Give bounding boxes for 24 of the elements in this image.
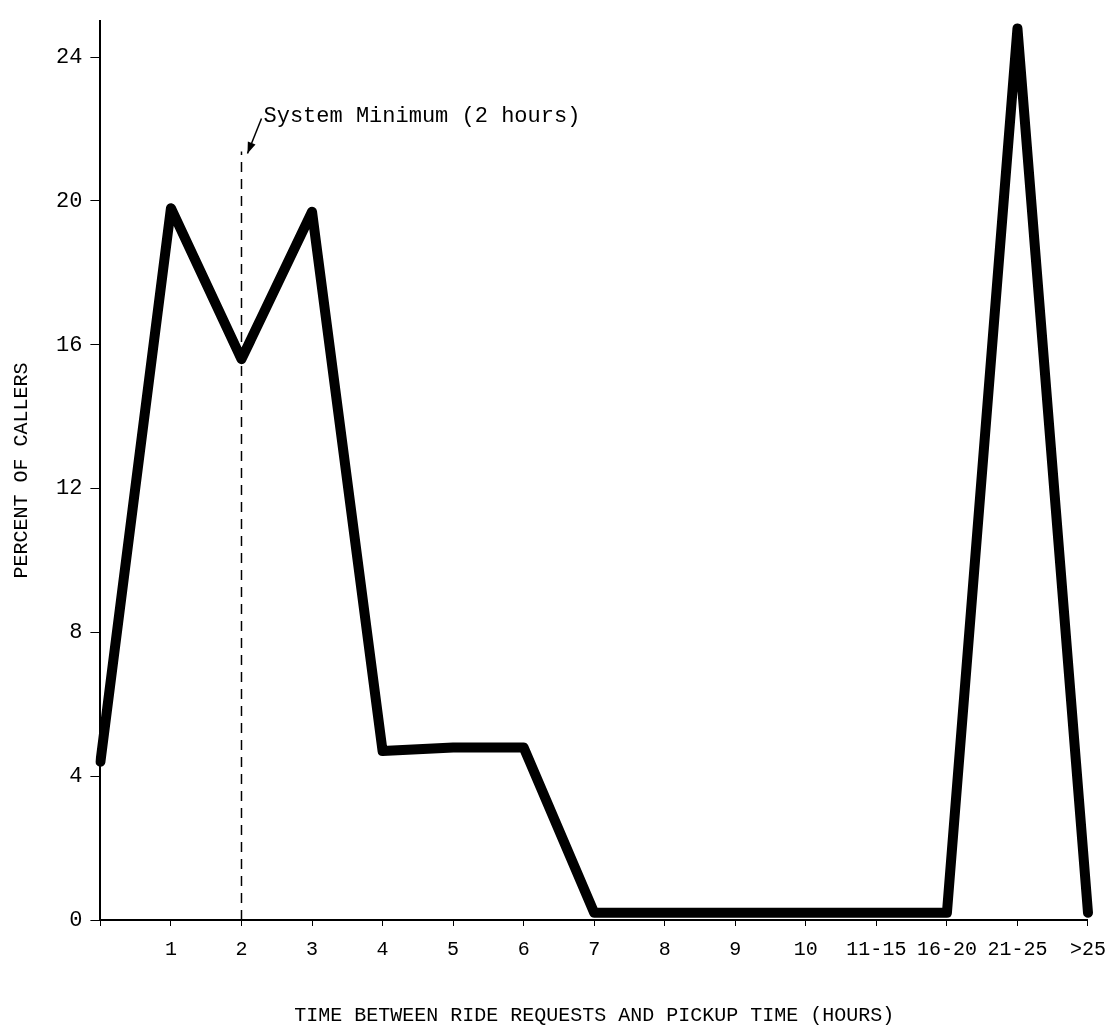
y-tick-label: 24 bbox=[56, 44, 83, 70]
y-tick-label: 4 bbox=[69, 764, 83, 790]
y-axis-title: PERCENT OF CALLERS bbox=[10, 362, 34, 579]
y-tick-label: 12 bbox=[56, 476, 83, 502]
x-tick-label: 7 bbox=[588, 938, 601, 962]
x-tick-label: >25 bbox=[1069, 938, 1106, 962]
x-tick-label: 8 bbox=[658, 938, 671, 962]
y-tick-label: 20 bbox=[56, 188, 83, 214]
ref-line-label: System Minimum (2 hours) bbox=[263, 104, 581, 130]
x-tick-label: 11-15 bbox=[846, 938, 907, 962]
x-axis-title: TIME BETWEEN RIDE REQUESTS AND PICKUP TIME (HOURS) bbox=[294, 1004, 895, 1028]
x-tick-label: 10 bbox=[793, 938, 818, 962]
x-tick-label: 21-25 bbox=[987, 938, 1048, 962]
x-tick-label: 9 bbox=[729, 938, 742, 962]
x-tick-label: 4 bbox=[376, 938, 389, 962]
y-tick-label: 8 bbox=[69, 620, 83, 646]
x-tick-label: 16-20 bbox=[916, 938, 977, 962]
x-tick-label: 3 bbox=[306, 938, 319, 962]
x-tick-label: 5 bbox=[447, 938, 460, 962]
x-tick-label: 6 bbox=[517, 938, 530, 962]
x-tick-label: 1 bbox=[164, 938, 177, 962]
y-tick-label: 0 bbox=[69, 907, 83, 933]
y-tick-label: 16 bbox=[56, 332, 83, 358]
x-tick-label: 2 bbox=[235, 938, 248, 962]
